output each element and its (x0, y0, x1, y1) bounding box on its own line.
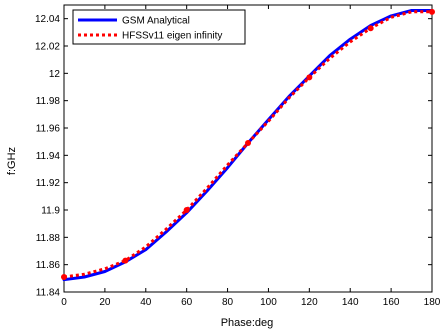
x-tick-label: 100 (260, 297, 277, 308)
x-tick-label: 60 (181, 297, 193, 308)
y-tick-label: 11.88 (36, 233, 61, 244)
axis-ticks (63, 5, 433, 293)
x-tick-label: 120 (301, 297, 318, 308)
series-point (245, 140, 251, 147)
y-tick-label: 12 (49, 69, 61, 80)
x-tick-label: 80 (222, 297, 234, 308)
y-tick-label: 11.94 (36, 151, 61, 162)
series-point (306, 74, 313, 81)
x-tick-label: 0 (61, 297, 67, 308)
legend: GSM Analytical HFSSv11 eigen infinity (72, 9, 246, 45)
y-tick-label: 11.92 (36, 178, 61, 189)
series-point (429, 8, 435, 15)
y-tick-label: 11.96 (36, 124, 61, 135)
plot-area (63, 4, 433, 293)
y-tick-label: 11.86 (36, 260, 61, 271)
series-point (367, 25, 374, 32)
legend-entry-1: GSM Analytical (122, 16, 190, 27)
axis-tick-labels: 0 20 40 60 80 100 120 140 160 180 11.84 11.86 11.88 1… (35, 14, 441, 308)
legend-box (72, 9, 246, 45)
y-tick-label: 11.98 (36, 96, 61, 107)
series-point (122, 257, 129, 264)
x-tick-label: 160 (383, 297, 400, 308)
x-axis-label: Phase:deg (221, 317, 274, 329)
y-tick-label: 11.9 (41, 206, 60, 217)
series-layer (61, 8, 435, 282)
x-tick-label: 180 (424, 297, 441, 308)
x-tick-label: 40 (140, 297, 152, 308)
plot-frame (63, 4, 433, 293)
series-point (183, 207, 190, 213)
x-tick-label: 140 (342, 297, 359, 308)
y-tick-label: 12.04 (35, 14, 60, 25)
series-point (61, 273, 67, 280)
y-axis-label: f:GHz (6, 147, 18, 175)
legend-entry-2: HFSSv11 eigen infinity (122, 31, 222, 42)
x-tick-label: 20 (99, 297, 111, 308)
y-tick-label: 12.02 (35, 42, 60, 53)
y-tick-label: 11.84 (36, 288, 61, 299)
